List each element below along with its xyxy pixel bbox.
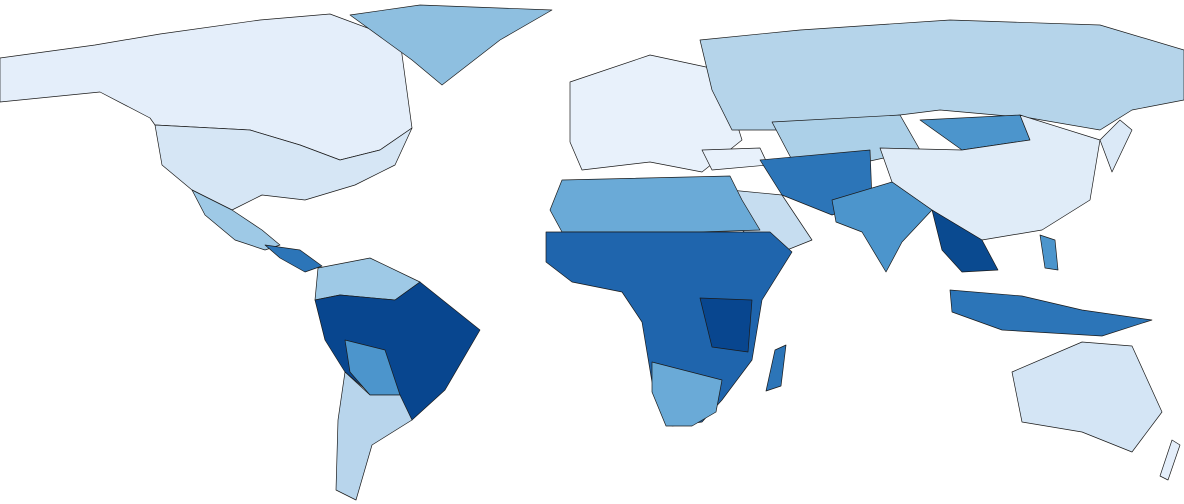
new-zealand — [1159, 439, 1181, 481]
japan — [1099, 119, 1133, 173]
australia — [1011, 341, 1163, 453]
russia — [699, 19, 1184, 131]
south-america — [314, 281, 481, 421]
europe — [569, 54, 743, 173]
southern-cone — [335, 371, 413, 501]
southeast-asia — [931, 209, 999, 273]
madagascar — [765, 344, 787, 392]
greenland — [349, 4, 553, 86]
north-africa — [549, 175, 761, 233]
west-central-africa — [545, 231, 793, 427]
indonesia — [949, 289, 1153, 337]
east-africa — [699, 297, 753, 353]
philippines — [1039, 234, 1059, 271]
central-america — [264, 244, 323, 273]
india — [831, 181, 933, 273]
southern-africa — [651, 361, 723, 427]
